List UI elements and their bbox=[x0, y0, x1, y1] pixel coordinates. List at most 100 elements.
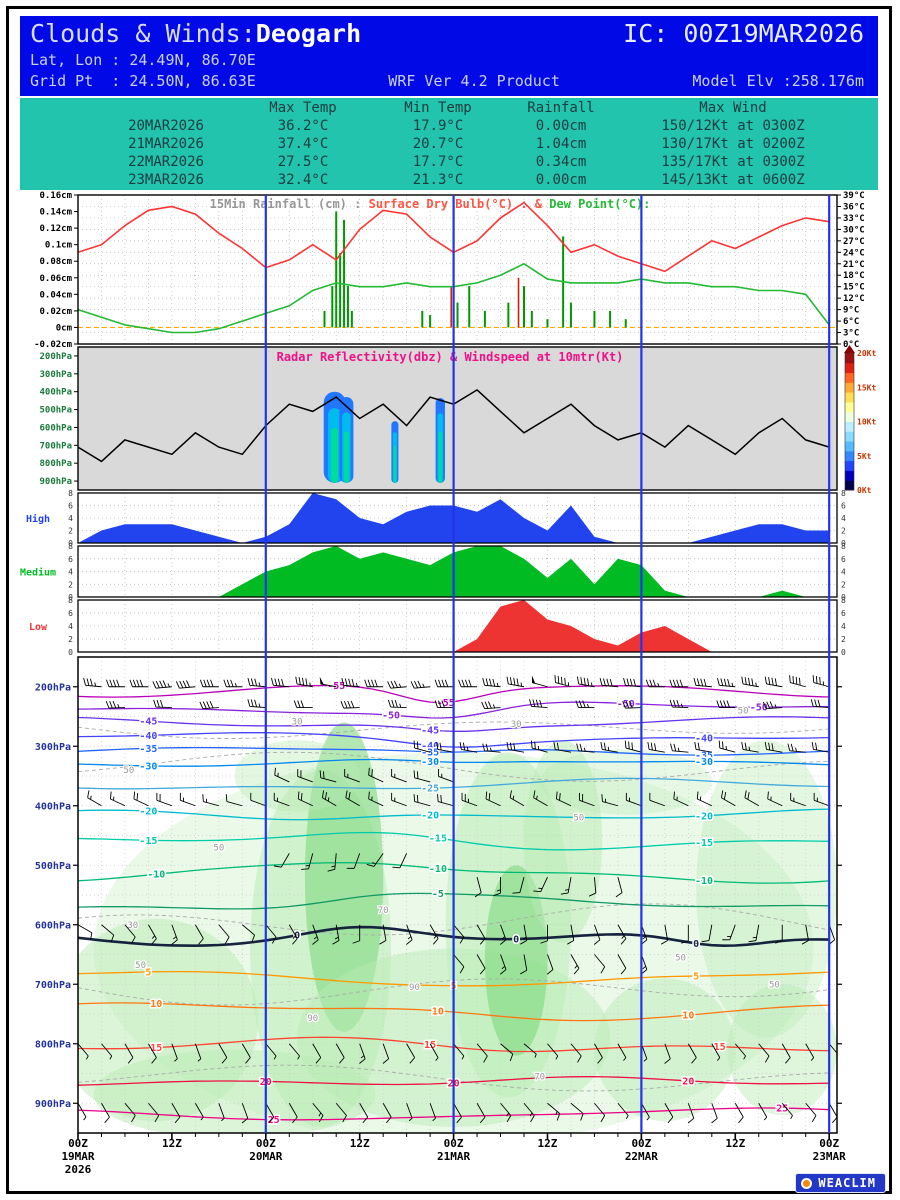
wind-barb bbox=[274, 767, 290, 783]
svg-text:-50: -50 bbox=[382, 711, 400, 722]
wind-barb bbox=[406, 924, 413, 945]
wind-barb bbox=[312, 1102, 324, 1123]
table-cell: 36.2°C bbox=[277, 118, 329, 134]
svg-text:30: 30 bbox=[292, 717, 303, 727]
svg-text:8: 8 bbox=[841, 489, 846, 498]
header: Clouds & Winds:Deogarh IC: 00Z19MAR2026 … bbox=[20, 16, 878, 96]
svg-text:0.02cm: 0.02cm bbox=[39, 307, 72, 317]
wind-barb bbox=[312, 1043, 322, 1064]
wind-barb bbox=[341, 678, 360, 688]
wind-barb bbox=[711, 1103, 718, 1124]
svg-text:-40: -40 bbox=[695, 733, 713, 744]
cloud-label-low: Low bbox=[29, 622, 48, 633]
wind-barb bbox=[594, 1043, 603, 1064]
svg-text:800hPa: 800hPa bbox=[35, 1039, 71, 1050]
table-cell: 145/13Kt at 0600Z bbox=[661, 172, 805, 188]
wind-barb bbox=[506, 676, 525, 688]
wind-barb bbox=[78, 1043, 89, 1060]
wind-barb bbox=[693, 678, 712, 688]
wind-barb bbox=[438, 769, 454, 783]
cloud-label-medium: Medium bbox=[20, 567, 56, 579]
wind-barb bbox=[553, 742, 572, 753]
wind-barb bbox=[764, 676, 783, 688]
wind-barb bbox=[359, 1043, 366, 1064]
wind-barb bbox=[601, 794, 619, 807]
svg-text:-20: -20 bbox=[421, 810, 439, 821]
wind-barb bbox=[434, 700, 454, 709]
svg-text:700hPa: 700hPa bbox=[35, 980, 71, 991]
wind-barb bbox=[593, 924, 601, 945]
time-axis-label: 2026 bbox=[65, 1163, 92, 1176]
svg-text:-10: -10 bbox=[429, 864, 447, 875]
svg-text:3°C: 3°C bbox=[843, 329, 859, 339]
svg-text:90: 90 bbox=[409, 983, 420, 993]
wind-barb bbox=[179, 792, 196, 807]
wind-barb bbox=[546, 954, 554, 975]
wind-barb bbox=[588, 877, 597, 897]
wind-barb bbox=[101, 1103, 110, 1124]
svg-text:-15: -15 bbox=[429, 834, 447, 845]
svg-text:500hPa: 500hPa bbox=[35, 861, 71, 872]
wind-barb bbox=[382, 1043, 390, 1064]
svg-text:4: 4 bbox=[841, 514, 846, 523]
cloud-panel-low: 0 0 2 2 4 4 6 6 8 8 Low bbox=[29, 596, 846, 657]
wind-barb bbox=[352, 924, 361, 944]
svg-text:-15: -15 bbox=[139, 836, 157, 847]
wind-barb bbox=[623, 678, 642, 688]
wind-barb bbox=[578, 792, 595, 807]
radar-echo bbox=[344, 431, 349, 483]
wind-barb bbox=[327, 853, 337, 872]
wind-barb bbox=[391, 792, 407, 807]
wind-barb bbox=[805, 1102, 817, 1123]
wind-barb bbox=[789, 675, 806, 688]
header-grid-row: Grid Pt : 24.50N, 86.63E WRF Ver 4.2 Pro… bbox=[20, 71, 878, 92]
wind-barb bbox=[681, 924, 689, 944]
wind-barb bbox=[458, 679, 478, 688]
svg-text:50: 50 bbox=[675, 953, 686, 963]
wind-barb bbox=[717, 678, 736, 688]
wind-barb bbox=[554, 675, 572, 688]
wind-barb bbox=[87, 790, 102, 807]
wind-barb bbox=[202, 794, 219, 807]
wind-barb bbox=[533, 790, 548, 807]
wind-barb bbox=[109, 791, 126, 807]
wind-barb bbox=[436, 742, 454, 753]
wind-barb bbox=[540, 924, 548, 944]
table-cell: 27.5°C bbox=[277, 154, 329, 170]
svg-text:0.1cm: 0.1cm bbox=[45, 241, 73, 251]
wind-barb bbox=[335, 1043, 345, 1064]
svg-text:21°C: 21°C bbox=[843, 260, 865, 270]
wind-barb bbox=[453, 924, 465, 944]
wind-barb bbox=[319, 676, 337, 688]
wind-barb bbox=[410, 680, 431, 689]
svg-text:0.08cm: 0.08cm bbox=[39, 257, 72, 267]
wind-barb bbox=[669, 679, 689, 688]
wind-barb bbox=[153, 699, 172, 709]
table-cell: 0.00cm bbox=[535, 172, 587, 188]
rh-shading bbox=[304, 722, 384, 1032]
radar-echo bbox=[331, 428, 339, 483]
wind-barb bbox=[321, 790, 337, 807]
wind-barb bbox=[622, 700, 642, 709]
svg-text:0: 0 bbox=[841, 648, 846, 657]
svg-text:30: 30 bbox=[511, 720, 522, 730]
wind-barb bbox=[531, 675, 548, 688]
table-cell: 150/12Kt at 0300Z bbox=[661, 118, 805, 134]
svg-text:300hPa: 300hPa bbox=[35, 742, 71, 753]
wind-barb bbox=[509, 790, 525, 807]
wind-barb bbox=[273, 792, 290, 807]
page-title: Clouds & Winds:Deogarh bbox=[30, 19, 362, 48]
svg-text:-25: -25 bbox=[421, 784, 439, 795]
wind-barb bbox=[474, 877, 482, 898]
wind-barb bbox=[429, 1103, 437, 1122]
wind-barb bbox=[617, 924, 627, 945]
wind-barb bbox=[481, 701, 501, 710]
wind-barb bbox=[60, 701, 79, 708]
wind-barb bbox=[801, 924, 809, 945]
wind-barb bbox=[694, 742, 712, 753]
svg-text:5: 5 bbox=[693, 972, 699, 983]
wind-barb bbox=[406, 1103, 413, 1122]
product-label: WRF Ver 4.2 Product bbox=[388, 72, 560, 90]
